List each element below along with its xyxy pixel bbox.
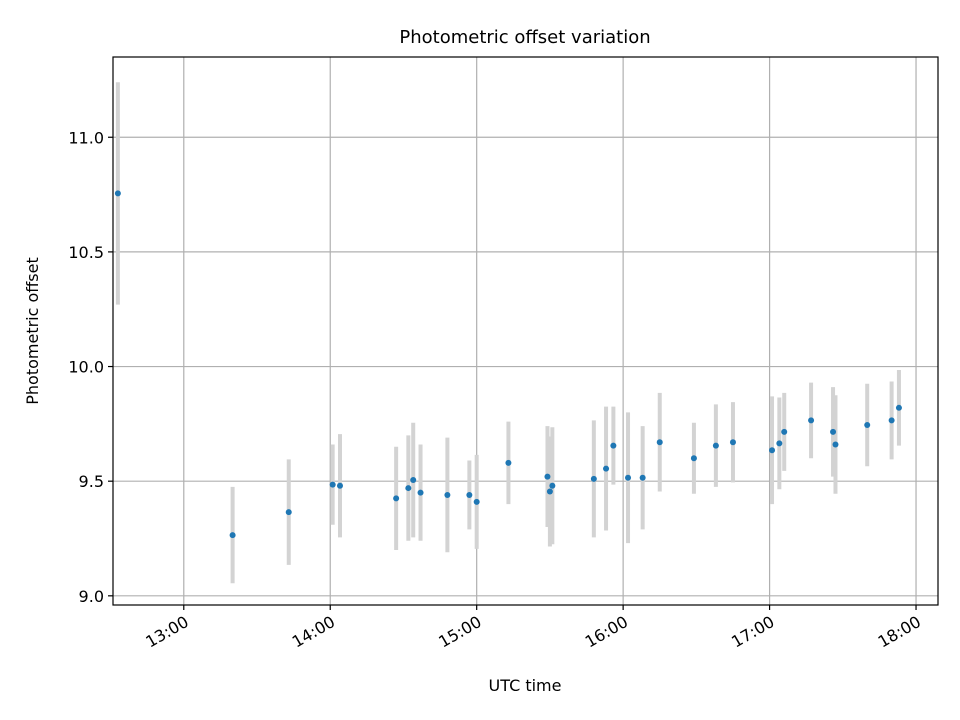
data-point: [336, 482, 343, 489]
data-point: [864, 422, 871, 429]
data-point: [639, 474, 646, 481]
plot-frame: [112, 56, 939, 606]
data-point: [329, 481, 336, 488]
data-point: [729, 439, 736, 446]
data-point: [776, 440, 783, 447]
data-point: [590, 475, 597, 482]
data-point: [466, 491, 473, 498]
data-point: [405, 485, 412, 492]
data-point: [781, 428, 788, 435]
data-point: [410, 477, 417, 484]
data-point: [444, 491, 451, 498]
grid: [113, 57, 938, 605]
data-point: [610, 442, 617, 449]
y-tick-label: 10.5: [68, 243, 104, 262]
data-point: [888, 417, 895, 424]
data-point: [473, 498, 480, 505]
ticks: 13:00 14:00 15:00 16:00 17:00 18:009.09.510.0…: [68, 128, 924, 651]
data-point: [895, 404, 902, 411]
data-point: [393, 495, 400, 502]
data-point: [285, 509, 292, 516]
data-point: [690, 455, 697, 462]
data-point: [832, 441, 839, 448]
data-point: [712, 442, 719, 449]
data-point: [229, 532, 236, 539]
y-tick-label: 11.0: [68, 128, 104, 147]
data-point: [549, 482, 556, 489]
data-point: [656, 439, 663, 446]
data-point: [417, 489, 424, 496]
data-point: [544, 473, 551, 480]
data-point: [505, 459, 512, 466]
data-point: [769, 447, 776, 454]
data-point: [808, 417, 815, 424]
y-tick-label: 9.5: [79, 472, 104, 491]
data-point: [603, 465, 610, 472]
x-axis-title: UTC time: [489, 676, 562, 695]
y-tick-label: 10.0: [68, 358, 104, 377]
y-axis-title: Photometric offset: [23, 257, 42, 405]
data-point: [625, 474, 632, 481]
data-point: [114, 190, 121, 197]
y-tick-label: 9.0: [79, 587, 104, 606]
data-points: [114, 190, 902, 539]
chart-title: Photometric offset variation: [399, 27, 650, 48]
data-point: [830, 428, 837, 435]
data-point: [546, 488, 553, 495]
